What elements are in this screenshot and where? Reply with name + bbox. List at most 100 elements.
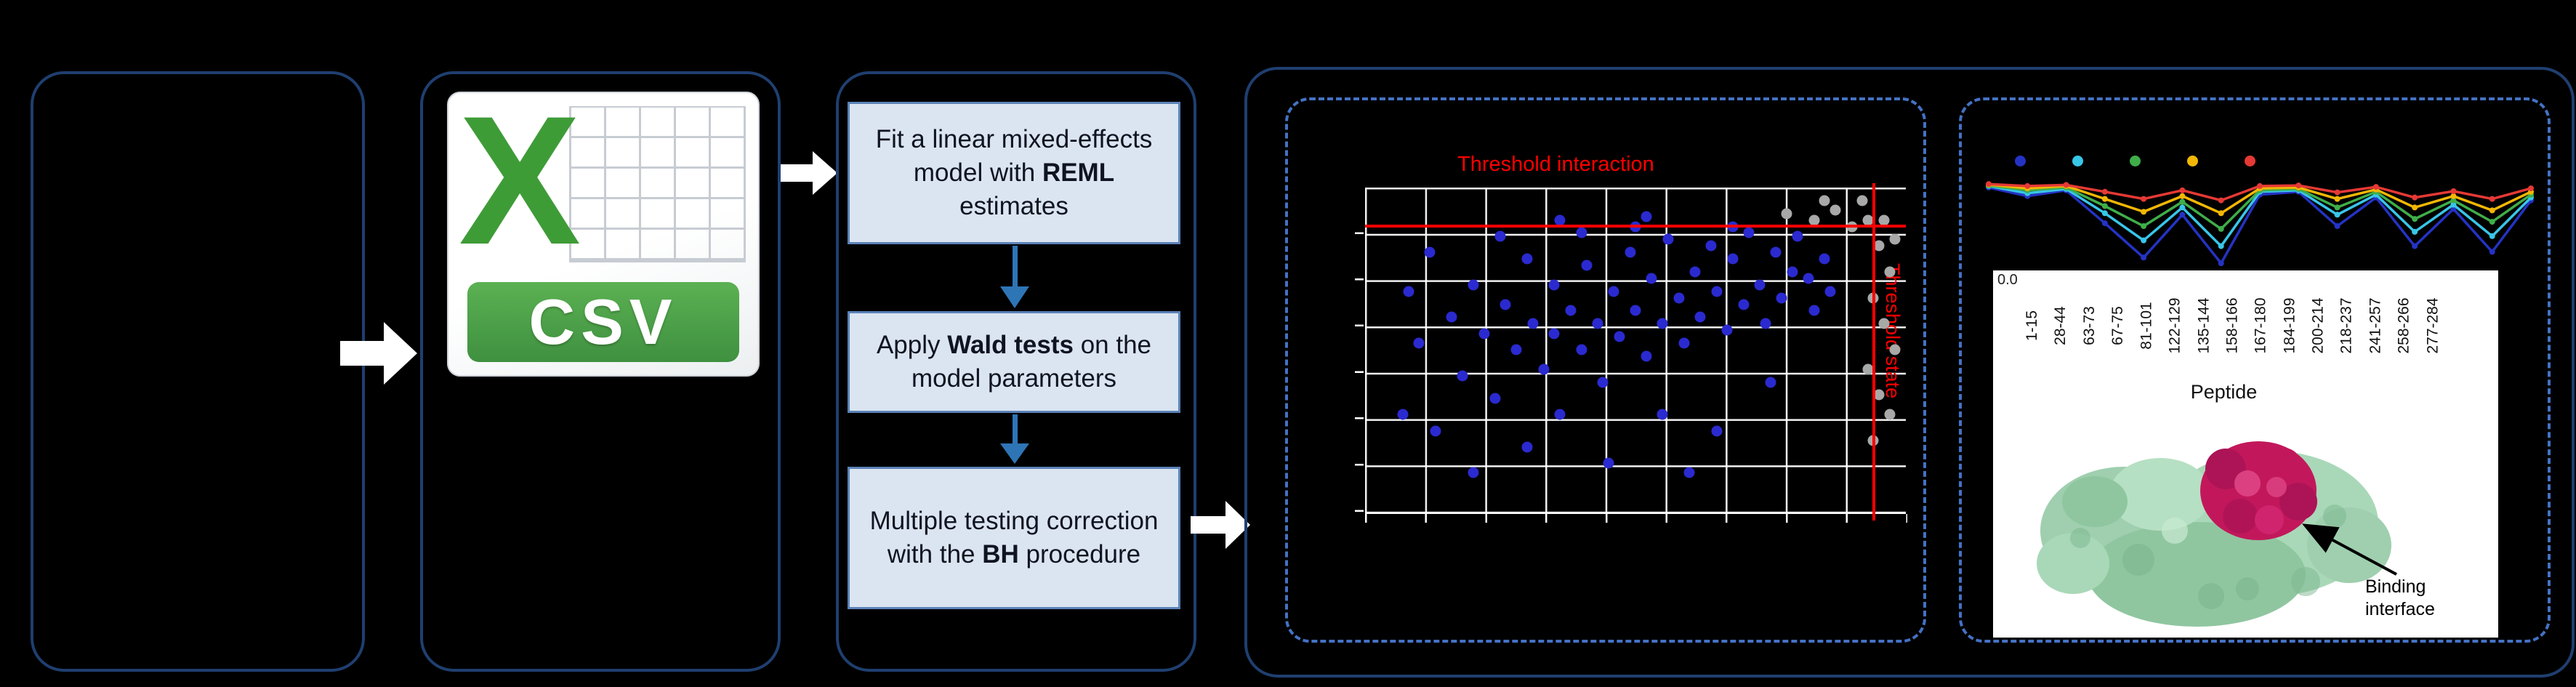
uptake-point bbox=[2489, 196, 2495, 202]
uptake-line bbox=[1988, 186, 2532, 266]
scatter-point bbox=[1581, 260, 1593, 271]
uptake-point bbox=[2101, 210, 2108, 217]
uptake-chart bbox=[1986, 181, 2534, 267]
scatter-point bbox=[1792, 230, 1803, 242]
scatter-point bbox=[1760, 318, 1771, 329]
scatter-point bbox=[1548, 279, 1560, 291]
scatter-point bbox=[1592, 318, 1603, 329]
step-wald-text: Apply Wald tests on the model parameters bbox=[876, 330, 1152, 393]
scatter-point bbox=[1862, 363, 1874, 375]
scatter-point bbox=[1608, 286, 1619, 297]
peptide-tick-label: 184-199 bbox=[2281, 297, 2298, 354]
peptide-tick-label: 28-44 bbox=[2052, 306, 2069, 345]
spreadsheet-grid bbox=[569, 106, 746, 262]
panel-csv bbox=[420, 71, 781, 672]
peptide-tick-label: 241-257 bbox=[2367, 297, 2384, 354]
uptake-point bbox=[2101, 203, 2108, 209]
peptide-axis-title: Peptide bbox=[2190, 381, 2258, 403]
uptake-point bbox=[2179, 204, 2186, 211]
panel-model bbox=[836, 71, 1196, 672]
scatter-point bbox=[1727, 253, 1739, 265]
uptake-point bbox=[2179, 187, 2186, 193]
scatter-point bbox=[1873, 389, 1885, 401]
uptake-point bbox=[2334, 204, 2340, 211]
peptide-tick-label: 167-180 bbox=[2252, 297, 2269, 354]
panel-scatter bbox=[1285, 97, 1926, 643]
scatter-point bbox=[1457, 370, 1468, 382]
scatter-point bbox=[1873, 240, 1885, 252]
scatter-point bbox=[1641, 350, 1652, 362]
scatter-point bbox=[1683, 467, 1695, 478]
time-point-dot bbox=[2245, 156, 2255, 166]
peptide-tick-label: 122-129 bbox=[2166, 297, 2183, 354]
scatter-point bbox=[1711, 425, 1723, 436]
peptide-panel: 0.0 1-15 28-44 63-73 67-75 81-101 122-129 135-… bbox=[1993, 270, 2498, 638]
time-point-dot bbox=[2130, 156, 2141, 166]
uptake-point bbox=[2101, 188, 2108, 195]
scatter-point bbox=[1576, 227, 1587, 238]
scatter-y-ticks bbox=[1355, 188, 1364, 512]
time-point-dot bbox=[2015, 156, 2026, 166]
step-down-arrow-icon bbox=[1000, 414, 1029, 464]
protein-structure bbox=[2037, 441, 2391, 627]
scatter-point bbox=[1803, 273, 1814, 284]
scatter-point bbox=[1856, 195, 1868, 206]
scatter-point bbox=[1878, 214, 1890, 226]
uptake-point bbox=[2489, 233, 2495, 239]
time-legend bbox=[2015, 156, 2255, 166]
uptake-point bbox=[2450, 188, 2457, 195]
scatter-point bbox=[1614, 331, 1625, 342]
threshold-interaction-label: Threshold interaction bbox=[1457, 153, 1654, 176]
uptake-point bbox=[2063, 182, 2069, 188]
scatter-points bbox=[1365, 188, 1906, 512]
scatter-point bbox=[1765, 377, 1776, 388]
uptake-y-tick: 0.0 bbox=[1997, 272, 2018, 288]
scatter-point bbox=[1678, 337, 1690, 349]
scatter-point bbox=[1641, 211, 1652, 222]
scatter-point bbox=[1510, 344, 1522, 355]
peptide-tick-label: 63-73 bbox=[2080, 306, 2098, 345]
scatter-point bbox=[1808, 214, 1820, 226]
peptide-tick-label: 277-284 bbox=[2424, 297, 2442, 354]
scatter-point bbox=[1548, 328, 1560, 340]
threshold-line-vertical bbox=[1872, 183, 1875, 521]
step-bh-text: Multiple testing correction with the BH … bbox=[869, 506, 1159, 569]
scatter-point bbox=[1889, 233, 1901, 245]
uptake-point bbox=[2141, 237, 2147, 244]
scatter-point bbox=[1754, 279, 1766, 291]
scatter-point bbox=[1862, 214, 1874, 226]
scatter-point bbox=[1397, 409, 1409, 420]
panel-results bbox=[1244, 67, 2575, 678]
uptake-point bbox=[2179, 193, 2186, 199]
scatter-point bbox=[1446, 311, 1457, 323]
uptake-point bbox=[2450, 201, 2457, 208]
scatter-point bbox=[1770, 246, 1782, 258]
uptake-point bbox=[2450, 193, 2457, 199]
scatter-point bbox=[1884, 409, 1896, 420]
scatter-point bbox=[1478, 328, 1490, 340]
scatter-point bbox=[1430, 425, 1441, 436]
uptake-point bbox=[2218, 197, 2224, 204]
peptide-tick-label: 81-101 bbox=[2138, 302, 2155, 350]
scatter-point bbox=[1500, 299, 1511, 310]
scatter-point bbox=[1808, 305, 1820, 316]
step-reml-box: Fit a linear mixed-effects model with RE… bbox=[848, 102, 1180, 244]
uptake-point bbox=[2295, 182, 2302, 189]
peptide-tick-label: 258-266 bbox=[2395, 297, 2412, 354]
step-wald-box: Apply Wald tests on the model parameters bbox=[848, 311, 1180, 413]
peptide-tick-label: 200-214 bbox=[2309, 297, 2327, 354]
threshold-line-horizontal bbox=[1365, 225, 1906, 228]
scatter-point bbox=[1824, 286, 1836, 297]
time-point-dot bbox=[2072, 156, 2083, 166]
scatter-point bbox=[1554, 409, 1566, 420]
uptake-point bbox=[2218, 243, 2224, 249]
scatter-x-ticks bbox=[1365, 514, 1907, 523]
scatter-point bbox=[1554, 214, 1566, 226]
peptide-tick-label: 218-237 bbox=[2338, 297, 2355, 354]
uptake-point bbox=[2101, 196, 2108, 202]
scatter-point bbox=[1538, 363, 1550, 375]
uptake-point bbox=[2412, 216, 2418, 222]
scatter-point bbox=[1657, 318, 1668, 329]
scatter-point bbox=[1657, 409, 1668, 420]
